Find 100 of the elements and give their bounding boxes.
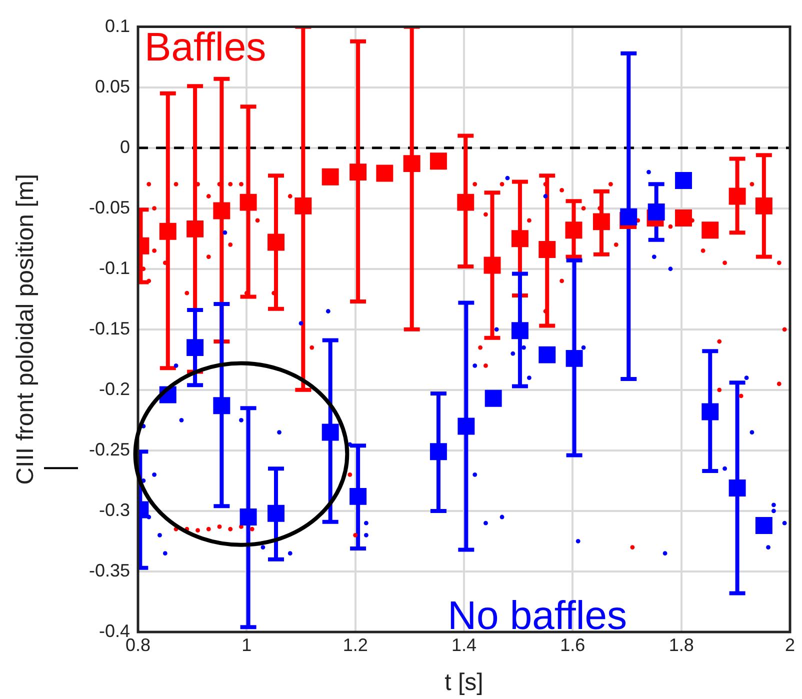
point (484, 212, 488, 217)
point (702, 403, 719, 420)
point (326, 309, 330, 314)
point (239, 182, 244, 186)
point (213, 397, 230, 414)
point (772, 508, 776, 514)
point (662, 551, 668, 556)
point (206, 254, 211, 259)
point (277, 430, 282, 434)
y-tick-label: -0.35 (88, 560, 130, 580)
text: Baffles (144, 25, 266, 70)
point (457, 194, 474, 211)
point (738, 394, 744, 398)
point (196, 528, 200, 533)
point (776, 382, 782, 386)
point (430, 443, 447, 460)
point (240, 508, 257, 526)
point (260, 545, 266, 550)
point (565, 222, 582, 239)
point (675, 210, 692, 227)
point (700, 248, 706, 253)
point (364, 532, 368, 538)
point (268, 504, 284, 522)
point (484, 364, 488, 368)
point (522, 345, 526, 350)
point (717, 388, 722, 392)
point (255, 218, 260, 223)
point (294, 197, 312, 214)
point (620, 208, 638, 226)
y-axis-title: CIII front poloidal position [m] (12, 174, 40, 485)
point (772, 502, 776, 508)
point (159, 222, 176, 240)
point (581, 345, 586, 350)
point (239, 418, 244, 422)
point (560, 278, 564, 284)
point (592, 213, 610, 230)
point (581, 206, 586, 211)
y-tick-label: -0.15 (88, 318, 130, 338)
point (630, 545, 635, 550)
point (298, 321, 304, 326)
point (484, 390, 502, 407)
point (668, 266, 673, 272)
x-tick-label: 1 (242, 634, 252, 655)
point (750, 430, 754, 434)
point (186, 339, 204, 356)
point (146, 278, 152, 284)
point (268, 234, 284, 251)
point (186, 220, 204, 238)
point (782, 520, 787, 526)
point (776, 260, 782, 266)
point (646, 170, 651, 174)
y-tick-label: -0.25 (88, 439, 130, 460)
x-axis-title: t [s] (444, 669, 484, 696)
point (158, 532, 162, 538)
point (702, 222, 719, 239)
point (184, 290, 190, 296)
point (527, 376, 532, 380)
point (543, 194, 548, 198)
point (722, 260, 727, 266)
point (494, 327, 499, 332)
point (505, 176, 510, 180)
point (484, 256, 501, 274)
point (560, 188, 564, 192)
point (755, 517, 772, 534)
point (614, 242, 618, 247)
point (217, 524, 222, 529)
point (458, 418, 475, 435)
point (511, 230, 528, 248)
point (675, 172, 692, 190)
point (348, 472, 352, 477)
y-tick-label: 0.1 (104, 16, 130, 36)
point (152, 472, 156, 477)
point (174, 182, 178, 186)
point (766, 545, 770, 550)
y-tick-label: -0.3 (98, 500, 130, 520)
point (648, 204, 665, 220)
point (728, 479, 746, 496)
point (566, 350, 583, 367)
point (350, 164, 367, 181)
point (722, 466, 727, 471)
point (228, 526, 233, 532)
point (430, 152, 447, 170)
point (179, 418, 184, 422)
point (162, 551, 168, 556)
point (288, 194, 292, 198)
point (500, 182, 504, 186)
point (206, 526, 211, 532)
point (206, 194, 211, 198)
point (478, 345, 482, 350)
point (472, 472, 478, 477)
point (222, 230, 228, 235)
point (668, 224, 673, 229)
y-tick-label: -0.2 (98, 378, 130, 399)
x-tick-label: 2 (784, 634, 796, 655)
point (353, 532, 358, 538)
point (527, 218, 532, 223)
point (750, 182, 754, 186)
point (403, 155, 420, 172)
y-tick-label: 0 (120, 136, 130, 157)
point (472, 182, 478, 186)
